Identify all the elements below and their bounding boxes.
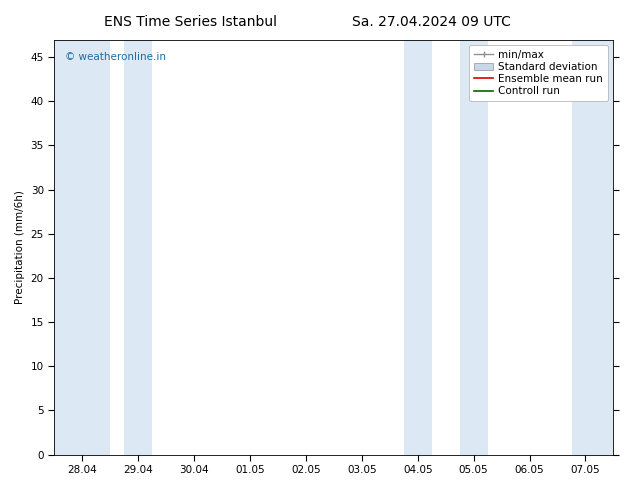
Text: Sa. 27.04.2024 09 UTC: Sa. 27.04.2024 09 UTC <box>352 15 510 29</box>
Bar <box>460 40 488 455</box>
Bar <box>55 40 110 455</box>
Legend: min/max, Standard deviation, Ensemble mean run, Controll run: min/max, Standard deviation, Ensemble me… <box>469 45 608 101</box>
Bar <box>571 40 614 455</box>
Bar <box>404 40 432 455</box>
Y-axis label: Precipitation (mm/6h): Precipitation (mm/6h) <box>15 190 25 304</box>
Bar <box>124 40 152 455</box>
Text: © weatheronline.in: © weatheronline.in <box>65 52 166 62</box>
Text: ENS Time Series Istanbul: ENS Time Series Istanbul <box>104 15 276 29</box>
